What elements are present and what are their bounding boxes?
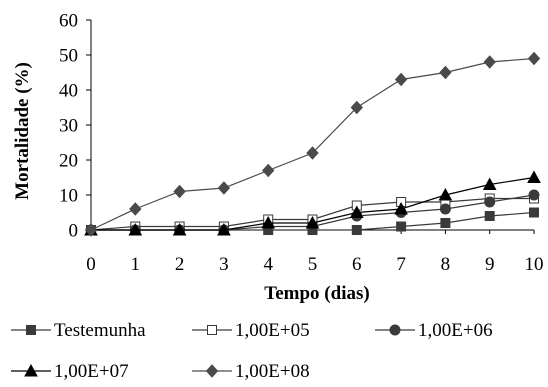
data-point [173, 184, 186, 199]
data-point [351, 225, 362, 235]
data-point [306, 146, 319, 160]
data-point [394, 72, 408, 87]
data-point [438, 187, 453, 201]
data-point [484, 196, 496, 208]
data-point [394, 201, 408, 215]
legend-item: 1,00E+05 [192, 320, 310, 341]
legend-item: Testemunha [11, 320, 146, 341]
series-4 [84, 51, 541, 237]
legend-label: 1,00E+07 [54, 361, 129, 382]
data-point [482, 177, 497, 190]
legend-marker [207, 325, 217, 335]
data-point [305, 215, 320, 229]
data-point [349, 205, 364, 218]
y-tick-label: 10 [59, 186, 78, 207]
series-3 [84, 170, 541, 236]
data-point [262, 163, 275, 178]
x-tick-label: 7 [396, 254, 406, 275]
data-point [217, 222, 231, 236]
series-layer [84, 51, 541, 237]
data-point [483, 55, 496, 69]
legend-item: 1,00E+06 [375, 320, 493, 341]
x-tick-label: 9 [485, 254, 495, 275]
legend-marker [26, 325, 36, 335]
y-axis-title: Mortalidade (%) [12, 62, 33, 200]
y-tick-label: 50 [59, 46, 78, 67]
legend-item: 1,00E+08 [192, 361, 310, 382]
legend-marker [24, 363, 38, 377]
data-point [172, 222, 187, 236]
x-axis-title: Tempo (dias) [264, 283, 369, 304]
x-tick-label: 2 [175, 254, 185, 275]
series-line [90, 57, 535, 231]
data-point [527, 51, 541, 66]
legend-marker [389, 324, 401, 336]
legend-label: 1,00E+08 [235, 361, 310, 382]
legend-label: 1,00E+05 [235, 320, 310, 341]
x-tick-label: 6 [352, 254, 362, 275]
data-point [439, 65, 452, 80]
y-tick-label: 0 [69, 221, 79, 242]
x-tick-label: 8 [441, 254, 451, 275]
data-point [350, 100, 363, 115]
data-point [528, 189, 540, 201]
y-tick-label: 20 [59, 151, 78, 172]
x-tick-label: 5 [308, 254, 318, 275]
data-point [527, 170, 541, 183]
data-point [439, 203, 451, 215]
x-tick-label: 3 [219, 254, 229, 275]
x-tick-label: 1 [131, 254, 141, 275]
y-tick-label: 60 [59, 11, 78, 32]
y-tick-label: 30 [59, 116, 78, 137]
legend-label: Testemunha [54, 320, 146, 341]
legend-marker [205, 364, 219, 378]
data-point [129, 202, 142, 216]
data-point [217, 181, 231, 195]
x-tick-label: 4 [263, 254, 273, 275]
data-point [529, 207, 539, 218]
data-point [484, 211, 495, 221]
legend: Testemunha 1,00E+05 1,00E+06 1,00E+07 1,00E+… [11, 320, 493, 382]
data-point [396, 221, 407, 232]
x-tick-label: 10 [525, 254, 544, 275]
legend-item: 1,00E+07 [11, 361, 129, 382]
legend-label: 1,00E+06 [418, 320, 493, 341]
x-tick-label: 0 [86, 254, 96, 275]
y-tick-label: 40 [59, 81, 78, 102]
x-tick-labels: 0 1 2 3 4 5 6 7 8 9 10 [86, 254, 543, 275]
y-tick-labels: 0 10 20 30 40 50 60 [59, 11, 78, 242]
data-point [440, 218, 451, 228]
data-point [128, 222, 143, 236]
data-point [261, 215, 276, 229]
data-point [84, 223, 98, 237]
